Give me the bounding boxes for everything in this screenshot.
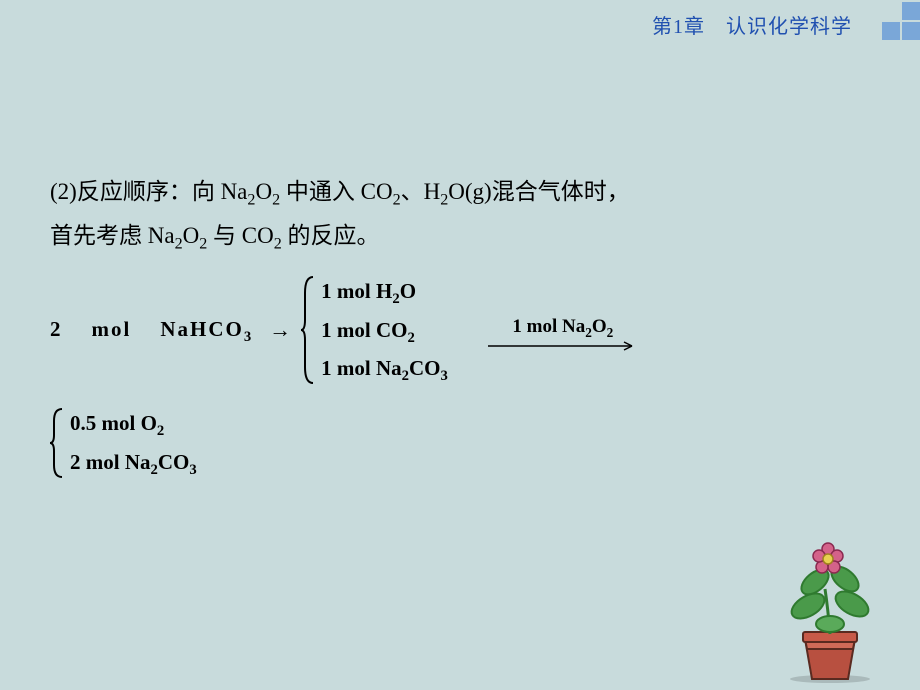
left-brace-icon	[301, 275, 315, 385]
chapter-title: 第1章 认识化学科学	[652, 10, 852, 39]
brace-group-1: 1 mol H2O 1 mol CO2 1 mol Na2CO3	[301, 275, 448, 385]
result-list: 0.5 mol O2 2 mol Na2CO3	[70, 407, 197, 479]
product-1: 1 mol H2O	[321, 275, 448, 309]
text: 1 mol Na	[321, 356, 402, 380]
arrow-label: 1 mol Na2O2	[512, 309, 613, 345]
text: 1 mol H	[321, 279, 392, 303]
reaction-diagram: 2 mol NaHCO3 → 1 mol H2O 1 mol CO2 1 mol…	[50, 275, 870, 385]
text: 中通入 CO	[280, 179, 392, 204]
paragraph-line-1: (2)反应顺序：向 Na2O2 中通入 CO2、H2O(g)混合气体时，	[50, 170, 870, 214]
text: O	[183, 223, 200, 248]
text: O(g)混合气体时，	[448, 179, 629, 204]
slide-content: (2)反应顺序：向 Na2O2 中通入 CO2、H2O(g)混合气体时， 首先考…	[50, 170, 870, 479]
text: 2 mol Na	[70, 450, 151, 474]
paragraph-line-2: 首先考虑 Na2O2 与 CO2 的反应。	[50, 214, 870, 258]
result-2: 2 mol Na2CO3	[70, 446, 197, 480]
text: NaHCO	[160, 317, 244, 341]
reaction-arrow: 1 mol Na2O2	[488, 309, 638, 351]
text: (2)反应顺序：向 Na	[50, 179, 247, 204]
result-group: 0.5 mol O2 2 mol Na2CO3	[50, 407, 870, 479]
text: 的反应。	[282, 223, 380, 248]
text: 0.5 mol O	[70, 411, 157, 435]
text: CO	[158, 450, 190, 474]
chapter-header: 第1章 认识化学科学	[652, 0, 920, 48]
text: O	[400, 279, 416, 303]
text: O	[592, 316, 607, 337]
text: 1 mol CO	[321, 318, 407, 342]
product-2: 1 mol CO2	[321, 314, 448, 348]
text: CO	[409, 356, 441, 380]
text: 2	[50, 317, 63, 341]
left-brace-icon	[50, 407, 64, 479]
plant-icon	[770, 534, 890, 684]
text: 与 CO	[207, 223, 273, 248]
text: 、H	[401, 179, 441, 204]
text: 1 mol Na	[512, 316, 585, 337]
product-3: 1 mol Na2CO3	[321, 352, 448, 386]
text: O	[255, 179, 272, 204]
text: 首先考虑 Na	[50, 223, 175, 248]
result-1: 0.5 mol O2	[70, 407, 197, 441]
header-squares-icon	[864, 2, 920, 46]
long-arrow-icon	[488, 341, 638, 351]
arrow-icon: →	[269, 309, 291, 351]
text: mol	[92, 317, 132, 341]
product-list: 1 mol H2O 1 mol CO2 1 mol Na2CO3	[321, 275, 448, 385]
reactant: 2 mol NaHCO3	[50, 310, 253, 350]
